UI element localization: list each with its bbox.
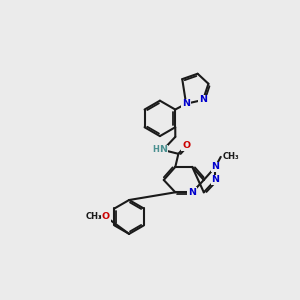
Text: O: O	[182, 141, 190, 150]
Text: N: N	[211, 176, 219, 184]
Text: H: H	[153, 146, 160, 154]
Text: N: N	[182, 99, 190, 108]
Text: N: N	[199, 95, 207, 104]
Text: O: O	[102, 212, 110, 221]
Text: N: N	[188, 188, 196, 197]
Text: CH₃: CH₃	[85, 212, 102, 221]
Text: CH₃: CH₃	[223, 152, 240, 161]
Text: N: N	[159, 146, 167, 154]
Text: N: N	[211, 162, 219, 171]
